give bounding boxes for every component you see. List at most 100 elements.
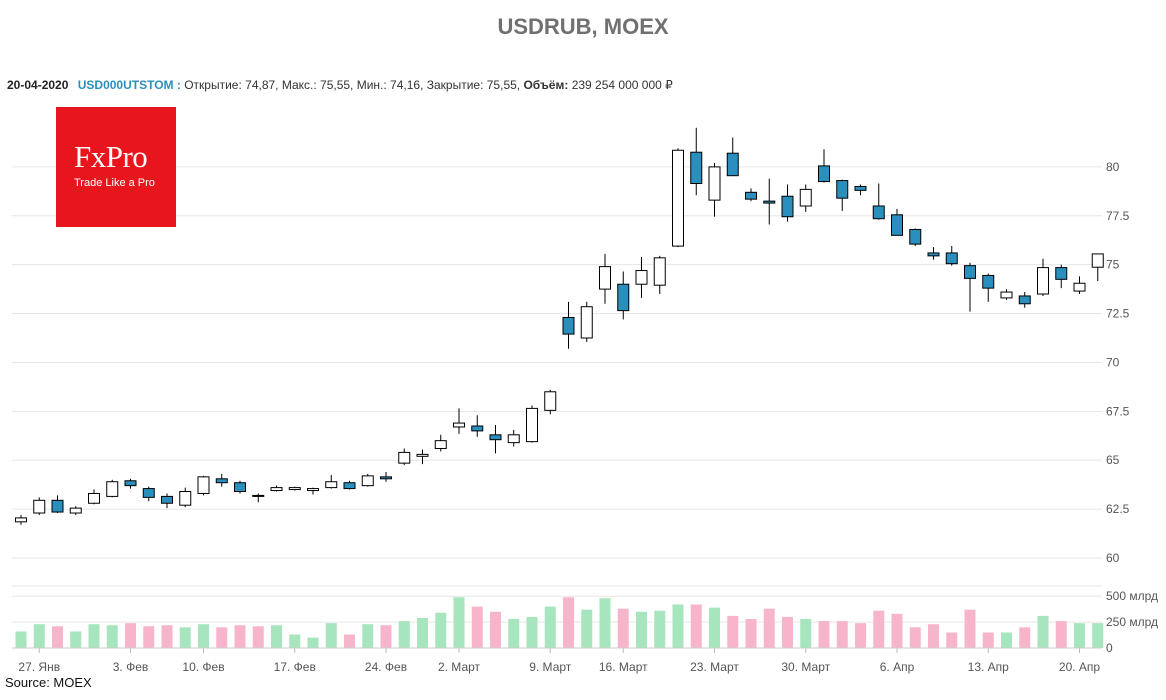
volume-bar [526,616,538,648]
candle-body [398,451,411,464]
date-tick-label: 10. Фев [182,660,224,674]
volume-bars [15,597,1104,648]
volume-bar [873,610,885,648]
volume-bar [1037,615,1049,648]
date-tick-label: 24. Фев [365,660,407,674]
volume-bar [599,598,611,648]
chart-title: USDRUB, MOEX [497,14,669,39]
candle-body [361,475,374,487]
candle-body [763,200,776,204]
candle-body [51,499,64,513]
volume-bar [52,626,63,648]
info-ohlc-values: Открытие: 74,87, Макс.: 75,55, Мин.: 74,… [184,78,521,92]
candle-body [909,228,922,245]
date-axis-labels: 27. Янв 3. Фев 10. Фев 17. Фев 24. Фев 2. Мар… [12,647,1102,674]
date-tick-label: 17. Фев [274,660,316,674]
candle-body [343,482,356,490]
volume-bar [709,607,720,648]
volume-bar [417,617,428,648]
candle-body [234,482,246,493]
candle-body [416,453,429,457]
candle-body [982,274,995,289]
price-tick-label: 75 [1106,258,1120,272]
candle-body [1018,295,1031,305]
candle-body [288,487,301,491]
volume-bar [88,624,100,648]
date-tick-label: 3. Фев [113,660,149,674]
date-tick-label: 23. Март [690,660,739,674]
price-tick-label: 70 [1106,355,1120,369]
ohlc-info-bar: 20-04-2020 USD000UTSTOM : Открытие: 74,8… [7,78,673,92]
date-tick-label: 16. Март [599,660,648,674]
volume-bar [891,613,903,648]
volume-bar [435,612,447,648]
date-tick-label: 20. Апр [1059,660,1101,674]
candle-body [544,391,557,411]
volume-bar [198,624,209,648]
candle-body [1000,291,1013,299]
candle-body [489,434,502,441]
info-volume-label: Объём: [523,78,569,92]
candle-body [1073,282,1086,292]
volume-tick-label: 250 млрд [1106,615,1158,629]
date-tick-label: 27. Янв [18,660,60,674]
volume-bar [636,611,647,648]
volume-bar [143,626,155,648]
candle-body [197,476,210,494]
volume-bar [289,634,301,648]
volume-bar [544,606,556,648]
volume-bar [763,608,775,648]
volume-bar [836,621,848,648]
volume-bar [782,616,793,648]
candle-body [599,266,611,290]
volume-bar [672,604,684,648]
fxpro-logo: FxPro Trade Like a Pro [56,107,176,227]
candle-body [434,440,447,449]
volume-bar [964,609,976,648]
volume-bar [1019,627,1031,648]
price-tick-label: 67.5 [1106,404,1130,418]
candle-body [142,488,155,498]
candle-body [945,252,958,265]
volume-bar [617,608,629,648]
volume-bar [727,615,739,648]
volume-bar [271,625,282,648]
price-tick-label: 77.5 [1106,209,1130,223]
candle-body [507,434,520,444]
volume-bar [161,625,173,648]
volume-bar [818,621,830,648]
volume-tick-label: 0 [1106,641,1113,655]
candle-body [745,191,757,200]
candle-body [1055,267,1068,280]
volume-bar [745,619,757,648]
candle-body [708,166,721,201]
candle-body [1037,267,1049,295]
price-axis-labels: 60 62.5 65 67.5 70 72.5 75 77.5 80 [1106,160,1130,565]
volume-bar [1074,623,1085,648]
volume-bar [179,627,191,648]
volume-bar [909,627,921,648]
candle-body [653,257,666,286]
volume-bar [563,597,574,648]
price-tick-label: 65 [1106,453,1120,467]
candle-body [726,152,739,177]
volume-bar [928,624,939,648]
volume-bar [508,619,520,648]
info-ticker: USD000UTSTOM : [77,78,181,92]
volume-bar [800,619,812,648]
volume-bar [490,611,501,648]
candle-body [270,487,283,492]
logo-brand: FxPro [74,139,148,174]
info-volume-value: 239 254 000 000 ₽ [571,78,673,92]
price-tick-label: 80 [1106,160,1120,174]
volume-bar [216,627,228,648]
source-note: Source: MOEX [5,675,92,690]
info-date: 20-04-2020 [7,78,69,92]
volume-bar [380,625,392,648]
candle-body [88,492,100,504]
volume-axis-labels: 0 250 млрд 500 млрд [1106,589,1158,655]
date-tick-label: 6. Апр [880,660,915,674]
candle-body [69,507,82,514]
volume-bar [70,631,82,648]
price-grid [12,166,1102,559]
